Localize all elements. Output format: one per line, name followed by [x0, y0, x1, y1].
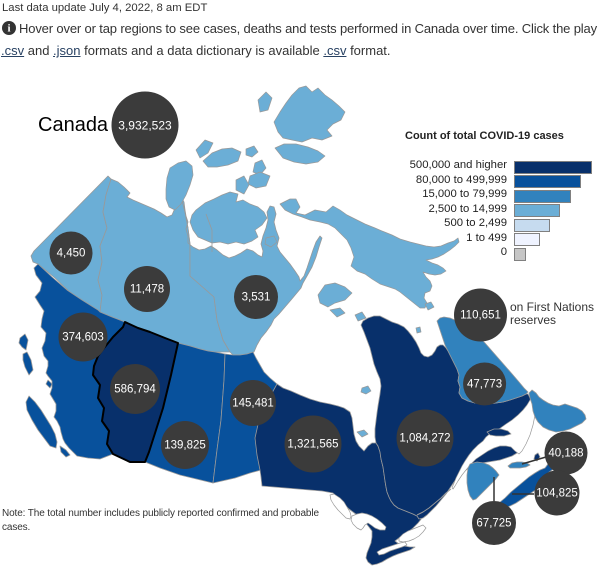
svg-text:145,481: 145,481	[232, 398, 274, 410]
svg-text:374,603: 374,603	[62, 332, 104, 344]
svg-text:4,450: 4,450	[57, 248, 86, 260]
svg-text:3,932,523: 3,932,523	[118, 119, 172, 133]
svg-text:1,321,565: 1,321,565	[287, 439, 338, 451]
svg-text:11,478: 11,478	[130, 284, 164, 296]
svg-text:104,825: 104,825	[536, 488, 578, 500]
svg-text:67,725: 67,725	[476, 518, 511, 530]
svg-text:139,825: 139,825	[164, 440, 206, 452]
svg-text:1,084,272: 1,084,272	[399, 433, 450, 445]
svg-text:3,531: 3,531	[242, 292, 271, 304]
svg-text:47,773: 47,773	[467, 379, 502, 391]
svg-text:586,794: 586,794	[114, 384, 156, 396]
svg-text:40,188: 40,188	[548, 448, 583, 460]
svg-text:i: i	[7, 23, 10, 35]
svg-text:110,651: 110,651	[460, 310, 501, 322]
